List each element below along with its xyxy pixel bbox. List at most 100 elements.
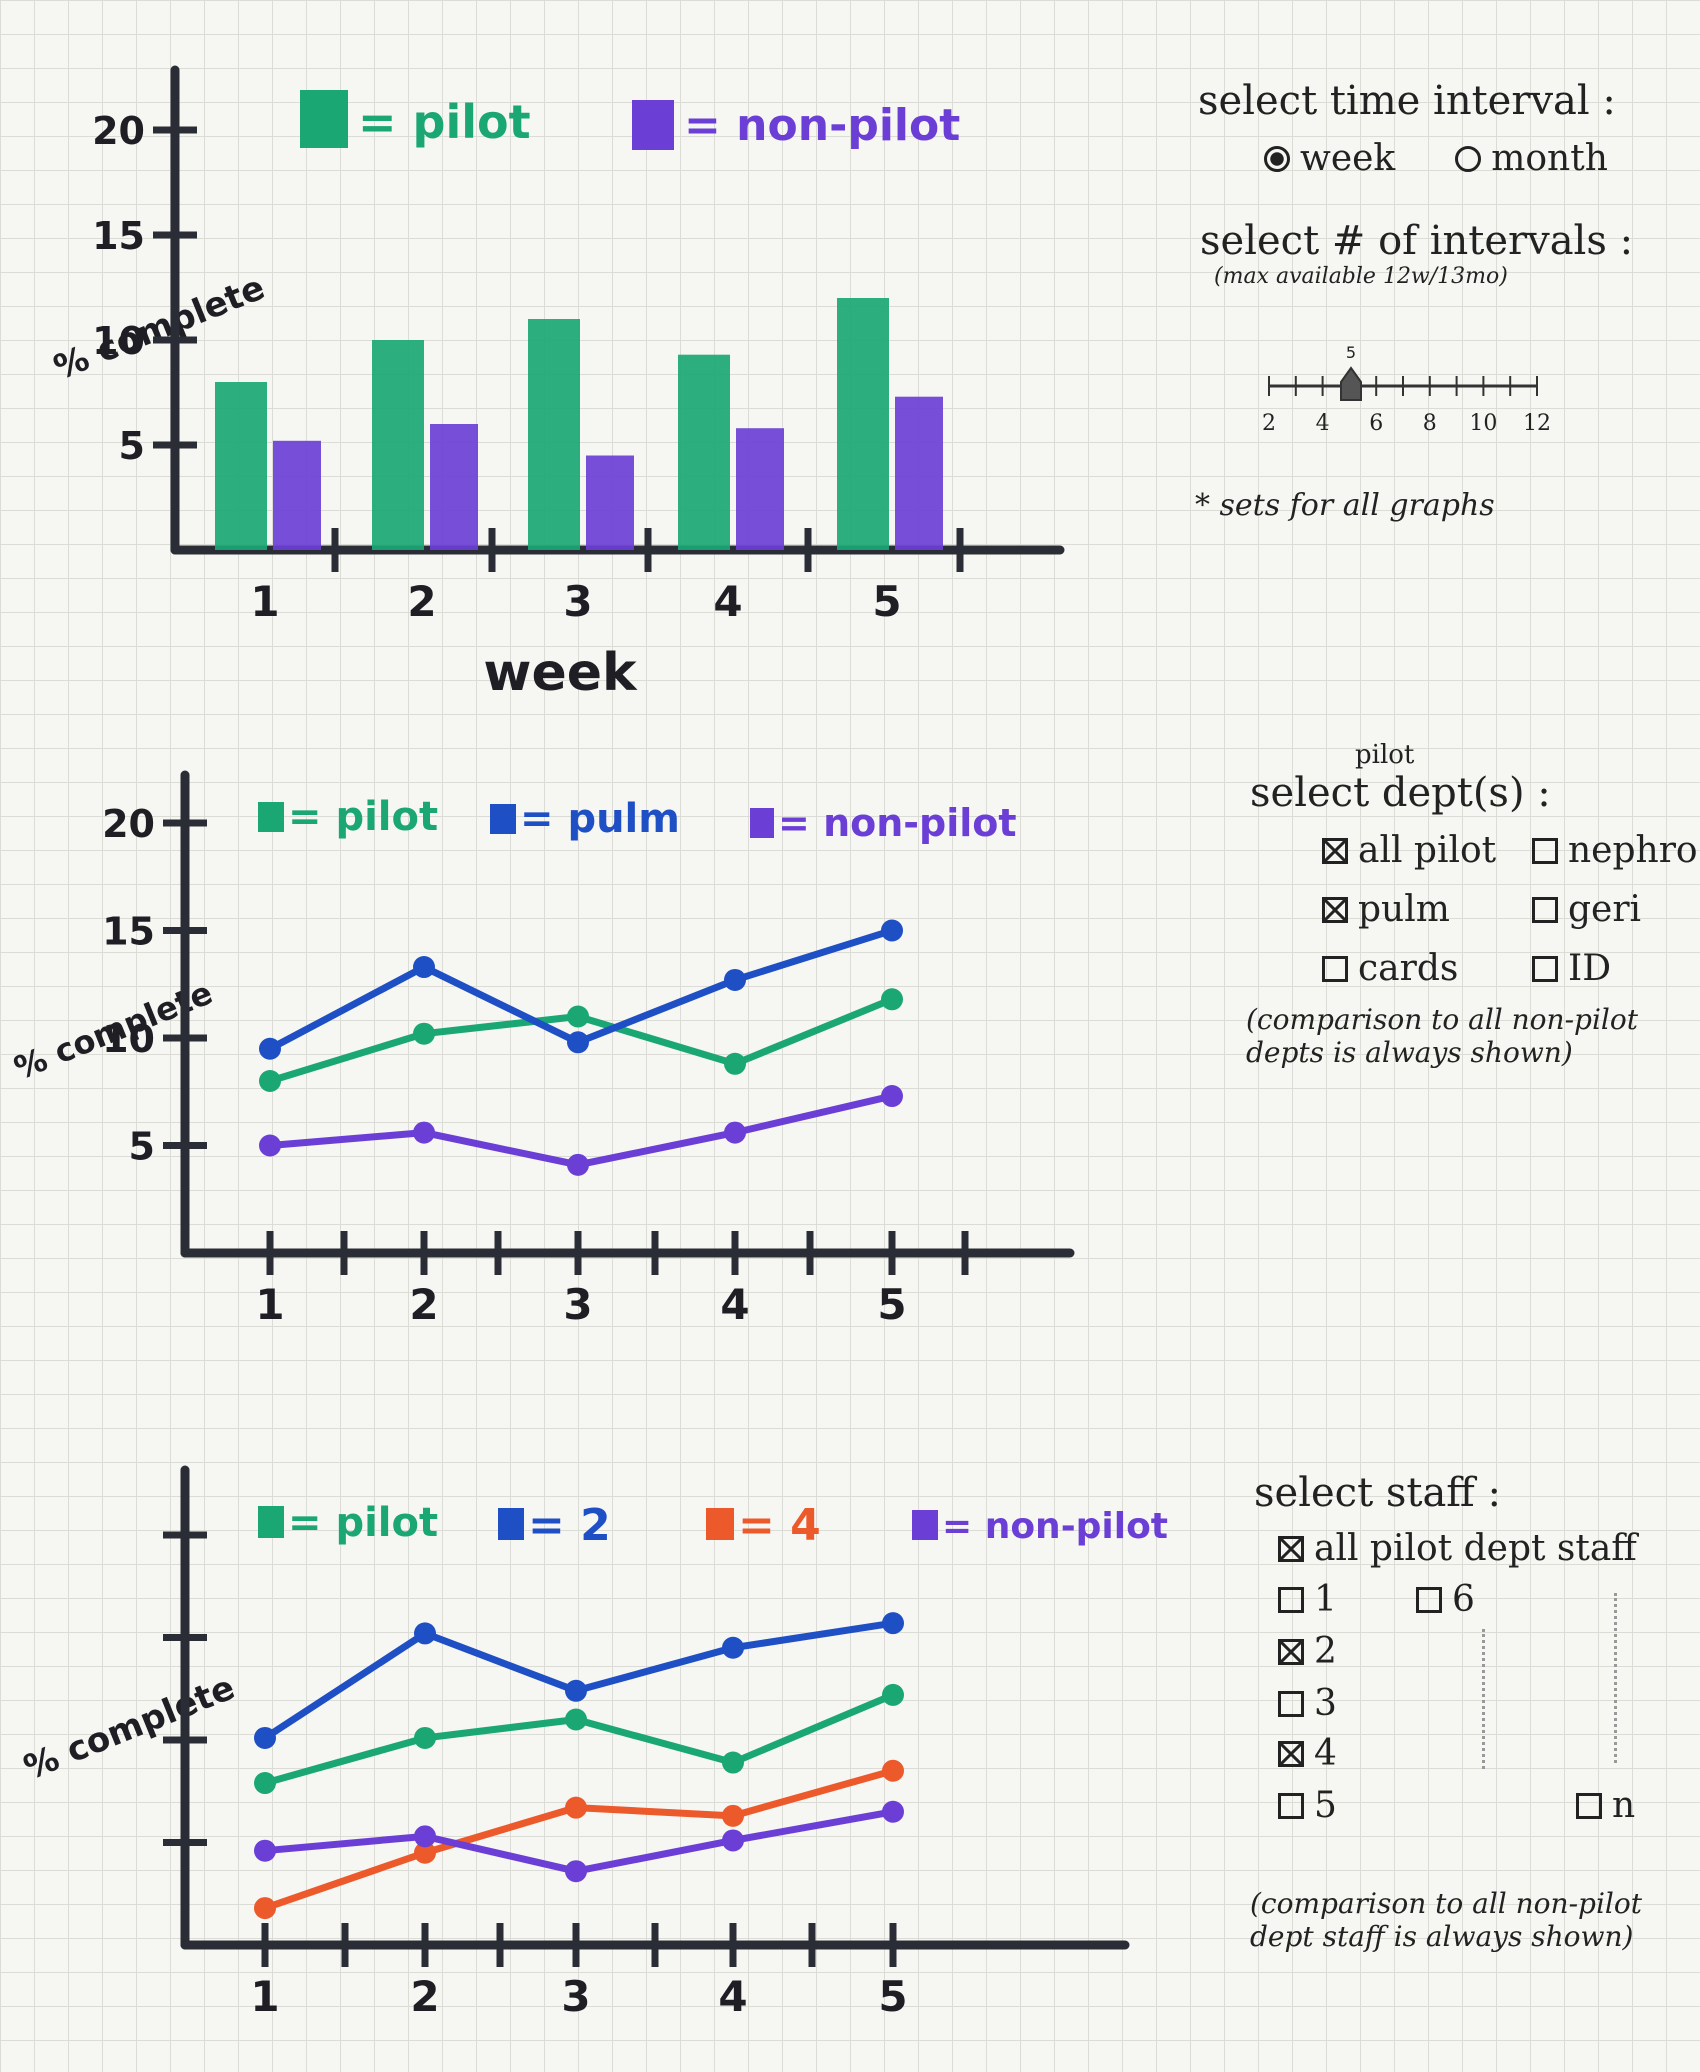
point-4-4 xyxy=(722,1804,744,1827)
dept-all-pilot-checkbox[interactable] xyxy=(1322,837,1348,864)
dept-geri-label: geri xyxy=(1568,889,1642,930)
x-tick-label: 1 xyxy=(250,1972,279,2021)
staff-4[interactable]: 4 xyxy=(1278,1733,1337,1774)
point-pulm-3 xyxy=(567,1031,589,1054)
staff-4-checkbox[interactable] xyxy=(1278,1740,1304,1767)
x-tick-label: 3 xyxy=(561,1972,590,2021)
dept-id[interactable]: ID xyxy=(1532,948,1700,989)
staff-3-checkbox[interactable] xyxy=(1278,1690,1304,1717)
radio-week-indicator[interactable] xyxy=(1264,145,1290,172)
bar-pilot-5 xyxy=(837,298,889,550)
series-pulm xyxy=(259,919,903,1060)
legend-label-non-pilot: = non-pilot xyxy=(942,1506,1168,1547)
dept-id-checkbox[interactable] xyxy=(1532,955,1558,982)
staff-6[interactable]: 6 xyxy=(1416,1579,1475,1620)
radio-month-indicator[interactable] xyxy=(1455,145,1482,172)
slider-tick-label: 8 xyxy=(1423,411,1437,436)
point-pulm-4 xyxy=(724,968,746,991)
point-2-4 xyxy=(722,1636,744,1659)
radio-week[interactable]: week xyxy=(1264,138,1395,179)
dept-geri[interactable]: geri xyxy=(1532,889,1700,930)
x-tick-label: 4 xyxy=(720,1280,749,1329)
staff-2[interactable]: 2 xyxy=(1278,1631,1337,1672)
point-pilot-1 xyxy=(254,1772,276,1795)
chart1-legend: = pilot = non-pilot xyxy=(300,90,960,151)
staff-n-checkbox[interactable] xyxy=(1576,1792,1602,1819)
point-2-1 xyxy=(254,1726,276,1749)
staff-3[interactable]: 3 xyxy=(1278,1683,1337,1724)
point-4-2 xyxy=(414,1841,436,1864)
time-interval-title: select time interval : xyxy=(1198,78,1616,124)
legend-swatch-pilot xyxy=(258,1506,284,1538)
intervals-slider[interactable]: 5 2 4 6 8 10 12 xyxy=(1255,340,1555,450)
point-pilot-3 xyxy=(565,1708,587,1731)
bar-chart-week: = pilot = non-pilot % complete week 5101… xyxy=(48,65,1065,703)
chart2-legend: = pilot = pulm = non-pilot xyxy=(258,794,1017,845)
depts-note: (comparison to all non-pilot depts is al… xyxy=(1246,1003,1638,1069)
x-tick-label: 4 xyxy=(718,1972,747,2021)
slider-tick-label: 10 xyxy=(1469,411,1497,436)
slider-tick-label: 12 xyxy=(1523,411,1551,436)
dept-nephro[interactable]: nephro xyxy=(1532,830,1700,871)
dept-all-pilot[interactable]: all pilot xyxy=(1322,830,1532,871)
staff-all-label: all pilot dept staff xyxy=(1314,1528,1637,1569)
dept-pulm-checkbox[interactable] xyxy=(1322,896,1348,923)
bar-non-pilot-1 xyxy=(273,440,321,550)
depts-title: select dept(s) : xyxy=(1250,770,1551,816)
dept-pulm-label: pulm xyxy=(1358,889,1450,930)
slider-thumb[interactable] xyxy=(1340,366,1362,401)
legend-label-pilot: = pilot xyxy=(358,95,531,149)
slider-tick-label: 6 xyxy=(1369,411,1383,436)
staff-all-checkbox[interactable] xyxy=(1278,1535,1304,1562)
line-chart-depts: = pilot = pulm = non-pilot % complete 51… xyxy=(9,770,1075,1329)
staff-6-label: 6 xyxy=(1452,1579,1475,1620)
series-pilot xyxy=(254,1683,904,1795)
point-pulm-5 xyxy=(881,919,903,942)
legend-swatch-non-pilot xyxy=(750,808,774,838)
chart3-axes: 1 2 3 4 5 xyxy=(163,1465,1130,2021)
point-pilot-3 xyxy=(567,1005,589,1028)
staff-2-label: 2 xyxy=(1314,1631,1337,1672)
legend-label-pilot: = pilot xyxy=(288,1500,438,1546)
legend-swatch-pilot xyxy=(258,802,284,832)
staff-5-checkbox[interactable] xyxy=(1278,1792,1304,1819)
point-non-pilot-5 xyxy=(881,1085,903,1108)
dept-cards[interactable]: cards xyxy=(1322,948,1532,989)
point-pilot-4 xyxy=(724,1052,746,1075)
point-pilot-2 xyxy=(413,1022,435,1045)
staff-2-checkbox[interactable] xyxy=(1278,1638,1304,1665)
x-tick-label: 2 xyxy=(410,1972,439,2021)
legend-swatch-2 xyxy=(498,1508,524,1540)
radio-month-label: month xyxy=(1491,138,1608,179)
x-tick-label: 5 xyxy=(877,1280,906,1329)
dept-cards-checkbox[interactable] xyxy=(1322,955,1348,982)
slider-tick-labels: 2 4 6 8 10 12 xyxy=(1262,411,1551,436)
chart3-legend: = pilot = 2 = 4 = non-pilot xyxy=(258,1500,1168,1551)
staff-6-checkbox[interactable] xyxy=(1416,1586,1442,1613)
y-tick-label: 20 xyxy=(102,802,155,846)
staff-all[interactable]: all pilot dept staff xyxy=(1278,1528,1684,1569)
legend-swatch-non-pilot xyxy=(912,1510,938,1540)
x-axis-title: week xyxy=(483,643,638,703)
point-2-5 xyxy=(882,1612,904,1635)
legend-label-pulm: = pulm xyxy=(520,796,680,842)
staff-1[interactable]: 1 xyxy=(1278,1579,1337,1620)
dept-pulm[interactable]: pulm xyxy=(1322,889,1532,930)
staff-5[interactable]: 5 xyxy=(1278,1785,1337,1826)
dept-geri-checkbox[interactable] xyxy=(1532,896,1558,923)
point-2-3 xyxy=(565,1679,587,1702)
x-tick-label: 1 xyxy=(250,577,279,626)
dept-nephro-label: nephro xyxy=(1568,830,1698,871)
y-tick-label: 20 xyxy=(92,109,145,153)
point-pilot-1 xyxy=(259,1070,281,1092)
staff-1-checkbox[interactable] xyxy=(1278,1586,1304,1613)
bar-pilot-1 xyxy=(215,382,267,550)
radio-month[interactable]: month xyxy=(1455,138,1608,179)
ellipsis-col-2 xyxy=(1614,1593,1617,1763)
staff-1-label: 1 xyxy=(1314,1579,1337,1620)
legend-swatch-pilot xyxy=(300,90,348,148)
point-non-pilot-1 xyxy=(259,1134,281,1157)
dept-nephro-checkbox[interactable] xyxy=(1532,837,1558,864)
staff-n[interactable]: n xyxy=(1576,1785,1635,1826)
time-interval-panel: select time interval : week month xyxy=(1198,78,1678,179)
